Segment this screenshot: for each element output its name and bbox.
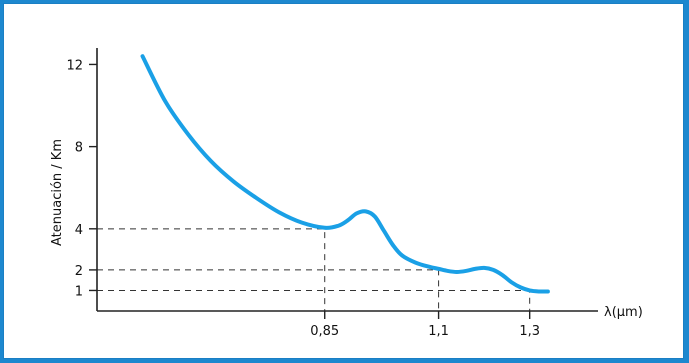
x-tick-label-1,1: 1,1 [428, 324, 449, 339]
x-ticks: 0,85 1,1 1,3 [310, 311, 540, 339]
y-tick-label-2: 2 [75, 264, 83, 279]
x-tick-label-0,85: 0,85 [310, 324, 339, 339]
y-tick-label-4: 4 [75, 223, 83, 238]
x-axis-label: λ(μm) [604, 305, 643, 320]
y-axis-label: Atenuación / Km [50, 139, 65, 246]
y-tick-label-8: 8 [75, 141, 83, 156]
attenuation-curve [140, 54, 550, 294]
guide-line-3 [97, 289, 531, 311]
x-tick-label-1,3: 1,3 [519, 324, 540, 339]
y-tick-label-12: 12 [66, 58, 83, 73]
y-tick-label-1: 1 [75, 284, 83, 299]
chart-frame: 1 2 4 8 12 0,85 1,1 1,3 Atenuación / Km λ(μm) [3, 3, 684, 359]
